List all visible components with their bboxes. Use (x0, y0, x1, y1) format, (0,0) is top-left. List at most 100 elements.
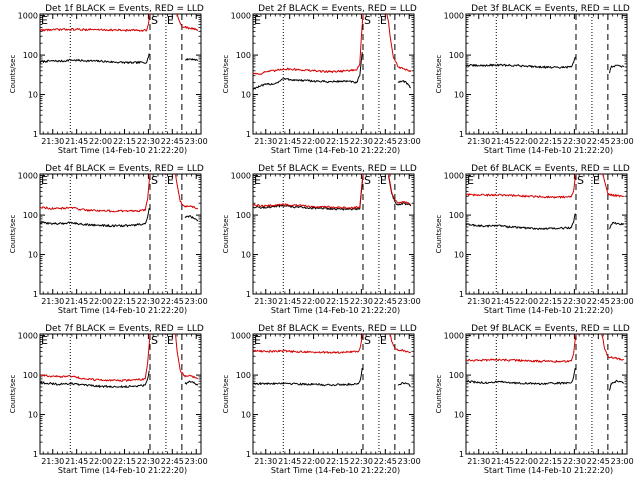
x-axis-label: Start Time (14-Feb-10 21:22:20) (271, 306, 400, 315)
y-tick-label: 1000 (231, 332, 251, 341)
y-tick-label: 1 (246, 450, 251, 459)
x-tick-label: 22:15 (539, 297, 562, 306)
y-tick-label: 1 (459, 290, 464, 299)
y-tick-label: 100 (236, 371, 251, 380)
series-line-lld (253, 333, 364, 354)
y-axis-label: Counts/sec (435, 55, 443, 94)
x-tick-label: 21:45 (65, 137, 88, 146)
x-axis-label: Start Time (14-Feb-10 21:22:20) (271, 466, 400, 475)
series-events (39, 370, 199, 388)
x-tick-label: 23:00 (398, 297, 421, 306)
y-tick-label: 10 (454, 91, 464, 100)
y-tick-label: 1000 (444, 172, 464, 181)
x-tick-label: 23:00 (185, 137, 208, 146)
y-tick-label: 1000 (18, 172, 38, 181)
series-line-lld (176, 13, 199, 31)
y-tick-label: 1000 (231, 12, 251, 21)
chart-title: Det 6f BLACK = Events, RED = LLD (471, 164, 630, 174)
event-marker-label: S (364, 174, 371, 187)
event-marker-label: E (41, 334, 48, 347)
series-line-events (252, 175, 364, 211)
x-axis-label: Start Time (14-Feb-10 21:22:20) (484, 306, 613, 315)
series-line-lld (388, 173, 411, 205)
x-tick-label: 22:45 (587, 297, 610, 306)
y-tick-label: 1 (246, 130, 251, 139)
x-tick-label: 22:00 (89, 297, 112, 306)
series-line-events (39, 53, 150, 65)
event-marker-label: E (167, 334, 174, 347)
detector-chart-5: Det 5f BLACK = Events, RED = LLD Counts/s… (222, 164, 421, 315)
series-lld (253, 333, 411, 354)
event-marker-label: E (167, 14, 174, 27)
plot-frame (252, 333, 415, 455)
chart-title: Det 4f BLACK = Events, RED = LLD (45, 164, 204, 174)
event-marker-label: E (41, 174, 48, 187)
y-tick-label: 1 (33, 130, 38, 139)
y-tick-label: 10 (454, 411, 464, 420)
series-line-events (397, 382, 411, 387)
x-tick-label: 22:00 (515, 137, 538, 146)
series-lld (252, 173, 411, 209)
series-line-events (184, 380, 199, 386)
series-line-lld (252, 13, 364, 75)
x-axis-label: Start Time (14-Feb-10 21:22:20) (58, 306, 187, 315)
detector-chart-4: Det 4f BLACK = Events, RED = LLD Counts/s… (9, 164, 208, 315)
event-marker-label: E (380, 334, 387, 347)
x-tick-label: 21:30 (41, 457, 64, 466)
y-tick-label: 1 (246, 290, 251, 299)
x-tick-label: 22:00 (302, 457, 325, 466)
series-line-events (184, 215, 199, 222)
series-line-lld (39, 333, 151, 382)
series-events (252, 51, 411, 90)
x-tick-label: 21:30 (254, 297, 277, 306)
x-tick-label: 23:00 (398, 137, 421, 146)
x-tick-label: 22:15 (326, 297, 349, 306)
y-tick-label: 10 (28, 411, 38, 420)
chart-title: Det 7f BLACK = Events, RED = LLD (45, 324, 204, 334)
x-tick-label: 22:30 (350, 137, 373, 146)
detector-chart-9: Det 9f BLACK = Events, RED = LLD Counts/s… (435, 324, 634, 475)
detector-chart-2: Det 2f BLACK = Events, RED = LLD Counts/s… (222, 4, 421, 155)
series-line-lld (465, 333, 577, 363)
series-events (39, 53, 199, 65)
x-tick-label: 21:45 (278, 297, 301, 306)
detector-chart-7: Det 7f BLACK = Events, RED = LLD Counts/s… (9, 324, 208, 475)
chart-title: Det 9f BLACK = Events, RED = LLD (471, 324, 630, 334)
event-marker-label: E (254, 174, 261, 187)
y-tick-label: 1 (459, 450, 464, 459)
series-line-events (39, 208, 150, 228)
x-tick-label: 22:00 (302, 137, 325, 146)
y-axis-label: Counts/sec (222, 55, 230, 94)
series-line-events (397, 80, 411, 89)
x-tick-label: 22:00 (89, 137, 112, 146)
event-marker-label: S (151, 174, 158, 187)
x-tick-label: 22:45 (161, 457, 184, 466)
x-tick-label: 23:00 (185, 297, 208, 306)
series-line-events (185, 58, 199, 62)
y-tick-label: 100 (23, 211, 38, 220)
y-tick-label: 1 (459, 130, 464, 139)
x-axis-label: Start Time (14-Feb-10 21:22:20) (484, 466, 613, 475)
y-tick-label: 1000 (444, 12, 464, 21)
y-tick-label: 10 (28, 91, 38, 100)
x-tick-label: 22:45 (374, 457, 397, 466)
x-tick-label: 23:00 (398, 457, 421, 466)
series-events (465, 213, 625, 231)
detector-chart-1: Det 1f BLACK = Events, RED = LLD Counts/s… (9, 4, 208, 155)
series-line-lld (602, 173, 624, 198)
x-tick-label: 22:00 (515, 297, 538, 306)
series-lld (252, 13, 412, 75)
x-axis-label: Start Time (14-Feb-10 21:22:20) (271, 146, 400, 155)
x-tick-label: 22:15 (326, 457, 349, 466)
series-line-events (253, 368, 363, 387)
x-tick-label: 21:30 (41, 137, 64, 146)
x-tick-label: 23:00 (611, 457, 634, 466)
x-tick-label: 22:45 (587, 457, 610, 466)
y-tick-label: 1000 (444, 332, 464, 341)
y-axis-label: Counts/sec (222, 375, 230, 414)
x-tick-label: 21:30 (467, 137, 490, 146)
detector-chart-6: Det 6f BLACK = Events, RED = LLD Counts/s… (435, 164, 634, 315)
x-tick-label: 22:45 (374, 137, 397, 146)
x-tick-label: 22:30 (137, 137, 160, 146)
